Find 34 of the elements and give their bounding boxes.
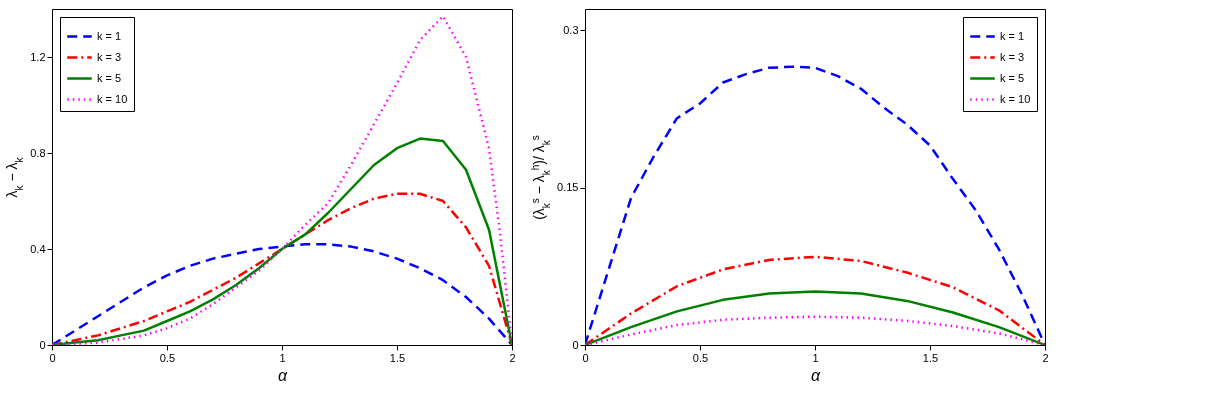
legend-label: k = 5 — [97, 71, 122, 84]
legend-label: k = 10 — [1000, 92, 1031, 105]
y-tick-label: 0 — [572, 338, 579, 351]
x-tick-label: 1 — [279, 351, 286, 364]
x-tick-label: 2 — [509, 351, 516, 364]
y-tick-label: 0.3 — [563, 23, 579, 36]
line-series — [585, 315, 1045, 345]
x-tick-label: 0 — [582, 351, 589, 364]
line-series — [52, 192, 512, 345]
y-tick-label: 0.15 — [557, 181, 579, 193]
x-axis-title: α — [277, 366, 288, 384]
x-tick-label: 0.5 — [159, 351, 176, 364]
x-tick-label: 1.5 — [389, 351, 406, 364]
x-tick-label: 1 — [812, 351, 819, 364]
line-series — [52, 242, 512, 345]
y-tick-label: 0.4 — [30, 242, 46, 255]
legend-label: k = 1 — [97, 29, 122, 42]
line-series — [585, 290, 1045, 345]
x-tick-label: 0.5 — [692, 351, 709, 364]
x-tick-label: 2 — [1042, 351, 1049, 364]
line-series — [585, 65, 1045, 345]
legend-label: k = 3 — [1000, 50, 1025, 63]
legend-label: k = 5 — [1000, 71, 1025, 84]
x-tick-label: 0 — [49, 351, 56, 364]
x-axis-title: α — [810, 366, 821, 384]
line-series — [52, 14, 512, 345]
legend-label: k = 10 — [97, 92, 128, 105]
x-tick-label: 1.5 — [922, 351, 939, 364]
y-tick-label: 1.2 — [30, 50, 46, 63]
line-series — [52, 137, 512, 345]
legend-label: k = 3 — [97, 50, 122, 63]
y-tick-label: 0 — [39, 338, 46, 351]
y-tick-label: 0.8 — [30, 146, 46, 159]
legend-label: k = 1 — [1000, 29, 1025, 42]
